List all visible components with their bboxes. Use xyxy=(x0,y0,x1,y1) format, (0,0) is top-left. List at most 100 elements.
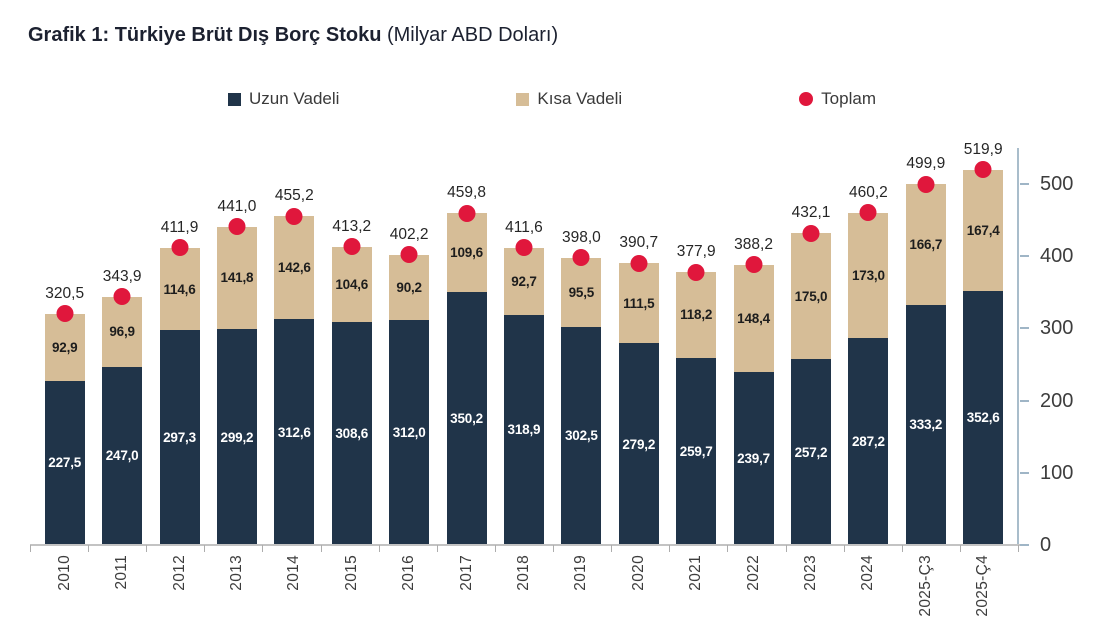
y-axis-tick-label: 300 xyxy=(1040,317,1074,340)
bar-value-label: 259,7 xyxy=(679,443,713,459)
x-axis-label: 2023 xyxy=(801,555,819,591)
y-axis-tick xyxy=(1020,471,1029,474)
total-value-label: 459,8 xyxy=(447,184,486,202)
bar-segment-uzun-vadeli: 227,5 xyxy=(44,380,85,545)
bar-segment-kisa-vadeli: 175,0 xyxy=(790,233,831,360)
bar-segment-kisa-vadeli: 90,2 xyxy=(389,254,430,320)
legend-item-toplam: Toplam xyxy=(799,89,876,109)
bar-segment-uzun-vadeli: 259,7 xyxy=(676,357,717,545)
bar-column-2020: 279,2 111,5 390,7 2020 xyxy=(610,148,667,591)
bar-value-label: 227,5 xyxy=(48,455,82,471)
x-axis-label: 2011 xyxy=(113,555,131,590)
bar-segment-uzun-vadeli: 312,6 xyxy=(274,319,315,545)
bar-value-label: 333,2 xyxy=(909,417,943,433)
bar-segment-uzun-vadeli: 318,9 xyxy=(503,314,544,545)
legend-square-kisa-vadeli-icon xyxy=(516,92,530,106)
x-axis-label: 2013 xyxy=(227,555,245,591)
x-axis-tick xyxy=(262,545,264,552)
bar-segment-uzun-vadeli: 257,2 xyxy=(790,359,831,545)
bar-value-label: 350,2 xyxy=(450,411,483,427)
bar-segment-kisa-vadeli: 114,6 xyxy=(159,247,200,331)
total-marker-dot xyxy=(572,249,590,267)
page-title: Grafik 1: Türkiye Brüt Dış Borç Stoku (M… xyxy=(28,24,558,47)
x-axis-tick xyxy=(553,545,555,552)
bar-segment-uzun-vadeli: 308,6 xyxy=(331,322,372,545)
y-axis-tick xyxy=(1020,327,1029,330)
x-axis-tick xyxy=(727,545,729,552)
total-marker-dot xyxy=(630,254,648,272)
x-axis-tick xyxy=(669,545,671,552)
bar-value-label: 92,7 xyxy=(511,273,537,289)
bar-value-label: 287,2 xyxy=(851,433,885,449)
plot-area: 227,5 92,9 320,5 2010 247,0 96,9 343,9 2011 297,… xyxy=(30,141,1073,617)
total-marker-dot xyxy=(343,238,361,256)
bar-column-2012: 297,3 114,6 411,9 2012 xyxy=(151,148,208,591)
bar-column-2021: 259,7 118,2 377,9 2021 xyxy=(667,148,724,591)
bar-column-2025-Ç3: 333,2 166,7 499,9 2025-Ç3 xyxy=(897,148,954,617)
x-axis-label: 2015 xyxy=(342,555,360,591)
bar-value-label: 104,6 xyxy=(335,277,369,292)
bar-segment-uzun-vadeli: 279,2 xyxy=(618,343,659,545)
bar-value-label: 175,0 xyxy=(794,288,828,304)
total-marker-dot xyxy=(400,246,418,264)
bar-value-label: 90,2 xyxy=(396,279,422,295)
legend-dot-toplam-icon xyxy=(799,92,814,106)
chart-title-units: (Milyar ABD Doları) xyxy=(381,24,559,46)
bar-value-label: 308,6 xyxy=(335,426,369,442)
bar-segment-kisa-vadeli: 111,5 xyxy=(618,263,659,344)
total-marker-dot xyxy=(515,239,533,257)
x-axis-tick xyxy=(1018,545,1019,552)
x-axis-tick xyxy=(146,545,148,552)
total-value-label: 432,1 xyxy=(791,204,831,222)
bar-column-2019: 302,5 95,5 398,0 2019 xyxy=(553,148,610,591)
y-axis-tick xyxy=(1020,399,1029,402)
bar-value-label: 279,2 xyxy=(622,436,656,452)
bar-segment-uzun-vadeli: 287,2 xyxy=(848,337,889,545)
x-axis-label: 2018 xyxy=(514,555,532,591)
bar-column-2023: 257,2 175,0 432,1 2023 xyxy=(782,148,839,591)
x-axis-tick xyxy=(378,545,380,552)
bar-value-label: 95,5 xyxy=(568,284,595,300)
legend-square-uzun-vadeli-icon xyxy=(228,92,241,106)
bar-value-label: 257,2 xyxy=(794,444,828,460)
x-axis-tick xyxy=(88,545,90,552)
bar-column-2015: 308,6 104,6 413,2 2015 xyxy=(323,148,380,591)
x-axis-label: 2021 xyxy=(687,555,705,591)
bar-segment-kisa-vadeli: 92,7 xyxy=(503,247,544,315)
bars-row: 227,5 92,9 320,5 2010 247,0 96,9 343,9 2011 297,… xyxy=(30,141,1018,617)
bar-value-label: 142,6 xyxy=(277,260,311,276)
bar-value-label: 109,6 xyxy=(450,245,483,261)
bar-segment-kisa-vadeli: 109,6 xyxy=(446,213,487,293)
bar-value-label: 247,0 xyxy=(105,448,139,464)
total-marker-dot xyxy=(113,288,131,306)
x-axis-tick xyxy=(785,545,787,552)
y-axis-tick-label: 0 xyxy=(1040,534,1052,556)
bar-value-label: 148,4 xyxy=(737,310,770,326)
total-marker-dot xyxy=(458,204,476,222)
y-axis-tick-label: 100 xyxy=(1040,461,1074,484)
bar-segment-kisa-vadeli: 92,9 xyxy=(44,313,85,381)
total-value-label: 388,2 xyxy=(734,235,773,253)
chart-legend: Uzun Vadeli Kısa Vadeli Toplam xyxy=(228,86,876,112)
total-value-label: 411,9 xyxy=(160,218,199,236)
x-axis-tick xyxy=(494,545,496,552)
bar-column-2022: 239,7 148,4 388,2 2022 xyxy=(725,148,782,591)
total-marker-dot xyxy=(228,218,246,236)
legend-label: Uzun Vadeli xyxy=(249,89,340,108)
bar-segment-kisa-vadeli: 142,6 xyxy=(274,216,315,320)
x-axis-tick xyxy=(436,545,438,552)
bar-value-label: 114,6 xyxy=(163,281,196,297)
bar-value-label: 96,9 xyxy=(109,324,135,340)
total-value-label: 413,2 xyxy=(332,217,372,235)
total-value-label: 455,2 xyxy=(274,187,314,205)
bar-segment-kisa-vadeli: 141,8 xyxy=(216,226,257,330)
bar-column-2025-Ç4: 352,6 167,4 519,9 2025-Ç4 xyxy=(955,141,1012,617)
y-axis-tick-label: 200 xyxy=(1040,389,1074,412)
x-axis-label: 2010 xyxy=(55,555,73,591)
bar-segment-kisa-vadeli: 96,9 xyxy=(102,296,143,367)
total-value-label: 519,9 xyxy=(963,140,1003,158)
x-axis-tick xyxy=(320,545,322,552)
x-axis-label: 2025-Ç3 xyxy=(916,555,934,617)
x-axis-label: 2016 xyxy=(400,555,418,591)
bar-value-label: 118,2 xyxy=(680,307,713,323)
